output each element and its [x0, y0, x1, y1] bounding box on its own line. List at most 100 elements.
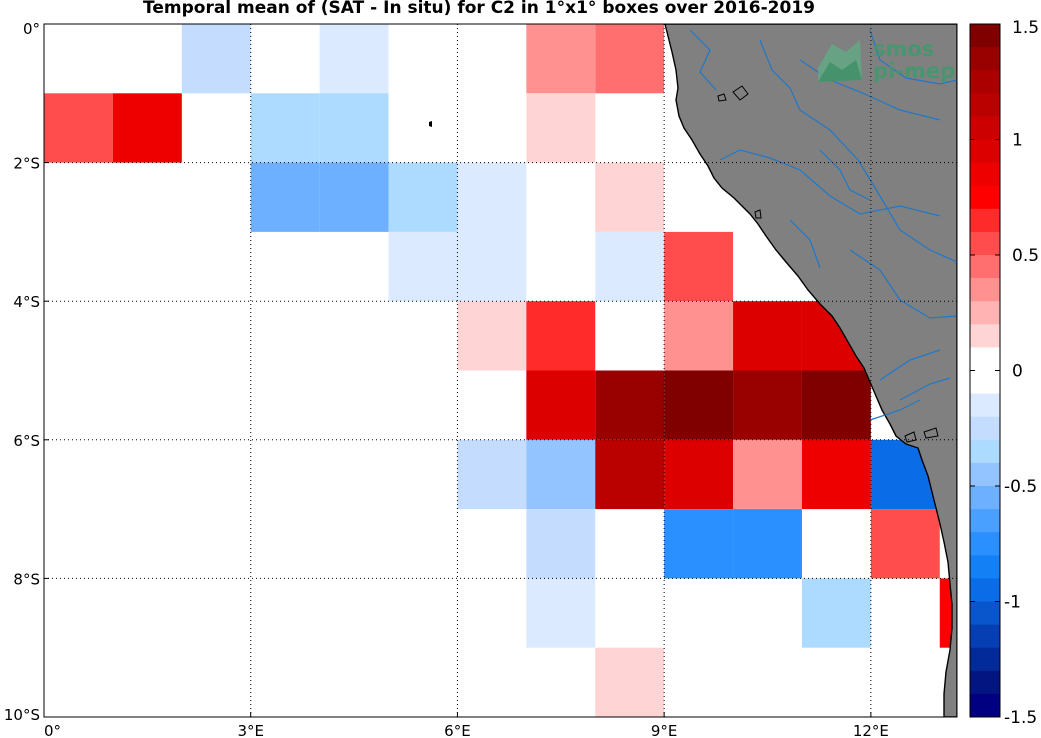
x-axis: 0° 3°E 6°E 9°E 12°E — [43, 712, 889, 738]
y-tick-label: 8°S — [13, 570, 40, 588]
heatmap-cell — [870, 509, 940, 579]
colorbar-segment — [970, 601, 1000, 626]
colorbar-segment — [970, 255, 1000, 279]
colorbar-segment — [970, 162, 1000, 187]
heatmap-cell — [733, 509, 802, 579]
islet-1 — [429, 121, 432, 127]
colorbar-segment — [970, 578, 1000, 602]
colorbar-segment — [970, 416, 1000, 441]
heatmap-cell — [388, 162, 458, 232]
colorbar-segment — [970, 532, 1000, 556]
heatmap-cell — [595, 24, 665, 94]
rivers — [689, 29, 957, 421]
heatmap-cell — [595, 162, 665, 232]
y-tick-label: 10°S — [4, 706, 40, 724]
colorbar-segment — [970, 47, 1000, 71]
colorbar-segment — [970, 670, 1000, 695]
colorbar-segment — [970, 347, 1000, 371]
heatmap-cell — [526, 439, 596, 510]
heatmap-cell — [733, 439, 802, 510]
heatmap-cell — [664, 509, 734, 579]
heatmap-cell — [595, 647, 665, 717]
y-tick-label: 6°S — [13, 432, 40, 450]
colorbar-tick-label: 1.5 — [1012, 18, 1039, 38]
colorbar-segment — [970, 393, 1000, 418]
heatmap-cell — [595, 231, 665, 302]
colorbar-tick-label: 0 — [1012, 362, 1023, 382]
logo-icon — [818, 40, 862, 82]
colorbar-segment — [970, 462, 1000, 487]
y-tick-label: 4°S — [13, 293, 40, 311]
island-2 — [717, 93, 727, 102]
heatmap-cell — [664, 439, 734, 510]
logo-line2: pi-mep — [873, 59, 955, 83]
x-tick-label: 3°E — [237, 722, 264, 738]
colorbar-segment — [970, 93, 1000, 117]
x-tick-label: 0° — [44, 722, 61, 738]
heatmap-cell — [801, 578, 871, 648]
colorbar-segment — [970, 208, 1000, 233]
colorbar-segment — [970, 624, 1000, 649]
heatmap-cell — [801, 370, 871, 440]
x-tick-label: 9°E — [651, 722, 678, 738]
colorbar-segment — [970, 647, 1000, 672]
colorbar-segment — [970, 185, 1000, 210]
heatmap-cell — [526, 24, 596, 94]
heatmap-cell — [250, 93, 320, 163]
island-3 — [754, 209, 762, 219]
colorbar-segment — [970, 278, 1000, 302]
land-layer — [429, 24, 957, 717]
colorbar: 1.5 1 0.5 0 -0.5 -1 -1.5 — [969, 18, 1039, 728]
y-axis: 0° 2°S 4°S 6°S 8°S 10°S — [4, 20, 49, 724]
heatmap-cell — [457, 301, 527, 371]
heatmap-cell — [388, 231, 458, 302]
heatmap-cell — [526, 301, 596, 371]
heatmap-cell — [526, 93, 596, 163]
heatmap-cell — [664, 370, 734, 440]
colorbar-segment — [970, 24, 1000, 48]
island-5 — [923, 427, 939, 439]
heatmap-cell — [319, 162, 389, 232]
y-tick-label: 0° — [23, 20, 40, 38]
colorbar-tick-label: -0.5 — [1004, 477, 1037, 497]
heatmap-cell — [250, 162, 320, 232]
colorbar-segment — [970, 693, 1000, 718]
x-tick-label: 6°E — [444, 722, 471, 738]
heatmap-cell — [595, 439, 665, 510]
colorbar-segment — [970, 370, 1000, 395]
heatmap-cell — [44, 93, 113, 163]
y-tick-label: 2°S — [13, 155, 40, 173]
heatmap-cell — [664, 231, 734, 302]
heatmap-cell — [457, 162, 527, 232]
heatmap-cell — [733, 301, 802, 371]
colorbar-segment — [970, 139, 1000, 164]
land-mass — [664, 24, 957, 717]
colorbar-segment — [970, 70, 1000, 94]
colorbar-segment — [970, 509, 1000, 533]
colorbar-segment — [970, 301, 1000, 325]
colorbar-tick-label: 1 — [1012, 131, 1023, 151]
heatmap-cell — [801, 439, 871, 510]
colorbar-tick-label: 0.5 — [1012, 246, 1039, 266]
colorbar-segment — [970, 486, 1000, 510]
map-title: Temporal mean of (SAT - In situ) for C2 … — [143, 0, 815, 18]
heatmap-cell — [457, 439, 527, 510]
colorbar-segment — [970, 116, 1000, 140]
heatmap-cell — [112, 93, 182, 163]
island-1 — [732, 85, 749, 101]
heatmap-cell — [457, 231, 527, 302]
heatmap-cell — [319, 24, 389, 94]
heatmap-cell — [664, 301, 734, 371]
colorbar-segment — [970, 439, 1000, 464]
heatmap-cell — [526, 578, 596, 648]
heatmap-cell — [319, 93, 389, 163]
x-tick-label: 12°E — [853, 722, 889, 738]
colorbar-tick-label: -1.5 — [1004, 708, 1037, 728]
colorbar-tick-label: -1 — [1004, 593, 1021, 613]
heatmap-cell — [733, 370, 802, 440]
heatmap-cell — [526, 370, 596, 440]
heatmap-cell — [595, 370, 665, 440]
heatmap-cell — [526, 509, 596, 579]
colorbar-segment — [970, 324, 1000, 348]
